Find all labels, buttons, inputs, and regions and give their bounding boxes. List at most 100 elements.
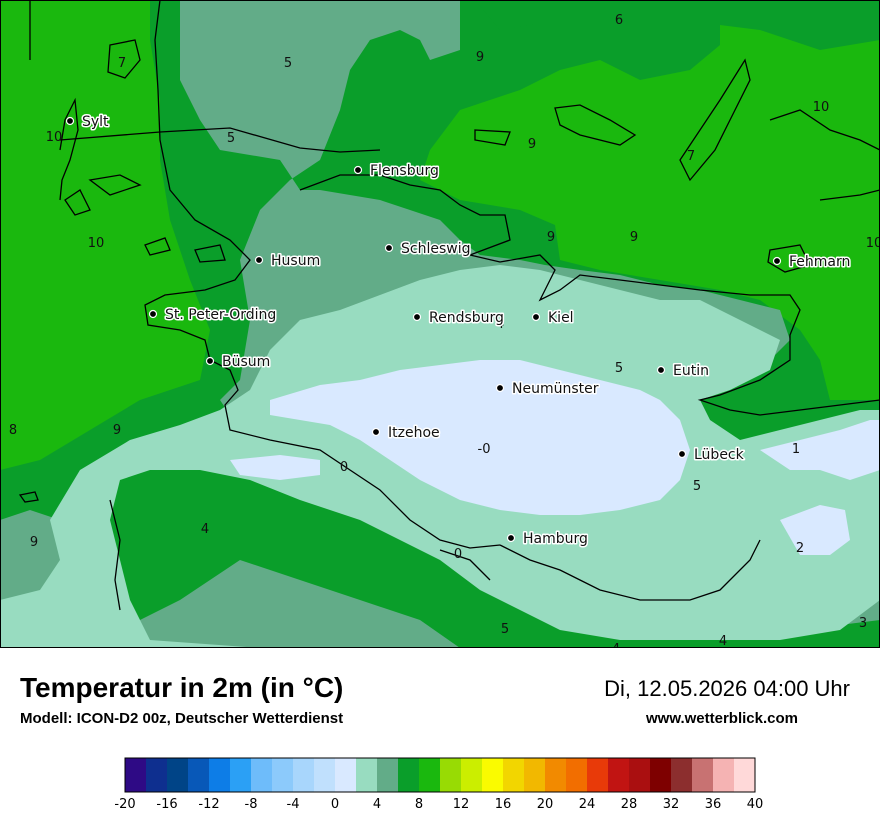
city-label: Kiel <box>548 310 574 326</box>
isotherm-label: 2 <box>796 541 804 556</box>
city-dot <box>531 312 541 322</box>
band-6-8-north <box>475 0 880 50</box>
legend-swatch <box>209 758 231 792</box>
legend-tick-label: -16 <box>156 797 177 812</box>
website-link[interactable]: www.wetterblick.com <box>646 710 798 727</box>
city-label: Sylt <box>82 114 109 130</box>
city-dot <box>371 427 381 437</box>
band-4-6-south <box>120 560 460 648</box>
legend-tick-label: 4 <box>373 797 381 812</box>
city-dot <box>205 356 215 366</box>
legend-swatch <box>587 758 609 792</box>
city-label: Lübeck <box>694 447 745 463</box>
valid-datetime: Di, 12.05.2026 04:00 Uhr <box>604 676 850 701</box>
legend-tick-label: -4 <box>287 797 300 812</box>
isotherm-label: 1 <box>792 442 800 457</box>
city-fehmarn: Fehmarn <box>772 253 852 272</box>
legend-tick-label: -20 <box>114 797 135 812</box>
city-dot <box>353 165 363 175</box>
legend-swatch <box>146 758 168 792</box>
city-dot <box>772 256 782 266</box>
isotherm-label: 9 <box>30 535 38 550</box>
city-husum: Husum <box>254 252 322 271</box>
legend-swatch <box>167 758 189 792</box>
isotherm-label: 8 <box>9 423 17 438</box>
legend-swatch <box>293 758 315 792</box>
isotherm-label: -0 <box>478 442 491 457</box>
city-flensburg: Flensburg <box>353 162 440 181</box>
isotherm-label: 10 <box>88 236 105 251</box>
city-dot <box>506 533 516 543</box>
isotherm-label: 5 <box>693 479 701 494</box>
legend-tick-label: 36 <box>705 797 722 812</box>
band-0-2 <box>270 360 690 515</box>
isotherm-label: 9 <box>547 230 555 245</box>
city-label: Büsum <box>222 354 270 370</box>
legend-swatch <box>398 758 420 792</box>
city-dot <box>656 365 666 375</box>
city-rendsburg: Rendsburg <box>412 309 505 328</box>
city-dot <box>148 309 158 319</box>
isotherm-label: 6 <box>615 13 623 28</box>
legend-tick-label: 28 <box>621 797 638 812</box>
coastline <box>18 0 880 611</box>
city-label: Schleswig <box>401 241 470 257</box>
legend-swatch <box>461 758 483 792</box>
legend-swatch <box>356 758 378 792</box>
band-0-2-sw <box>230 455 320 480</box>
band-0-2-east <box>760 420 880 480</box>
city-itzehoe: Itzehoe <box>371 424 441 443</box>
legend-swatch <box>692 758 714 792</box>
legend-swatch <box>608 758 630 792</box>
isotherm-label: 5 <box>227 131 235 146</box>
isotherm-label: 7 <box>118 56 126 71</box>
legend-frame <box>124 757 756 793</box>
legend-swatch <box>524 758 546 792</box>
legend-swatch <box>188 758 210 792</box>
city-dot <box>412 312 422 322</box>
legend-swatch <box>545 758 567 792</box>
footer: Temperatur in 2m (in °C) Modell: ICON-D2… <box>0 648 880 830</box>
city-hamburg: Hamburg <box>506 530 589 549</box>
band-0-2-se <box>780 505 850 555</box>
city-label: Neumünster <box>512 381 599 397</box>
legend-tick-label: -8 <box>245 797 258 812</box>
city-label: Eutin <box>673 363 709 379</box>
map-title: Temperatur in 2m (in °C) <box>20 672 344 703</box>
legend-tick-label: 8 <box>415 797 423 812</box>
city-dot <box>677 449 687 459</box>
city-b-sum: Büsum <box>205 353 272 372</box>
city-label: Flensburg <box>370 163 439 179</box>
legend-swatch <box>440 758 462 792</box>
city-label: St. Peter-Ording <box>165 307 276 323</box>
city-schleswig: Schleswig <box>384 240 472 259</box>
city-st-peter-ording: St. Peter-Ording <box>148 306 278 325</box>
legend-tick-label: 20 <box>537 797 554 812</box>
city-l-beck: Lübeck <box>677 446 746 465</box>
legend-swatch <box>377 758 399 792</box>
legend-swatch <box>419 758 441 792</box>
isotherm-label: 9 <box>113 423 121 438</box>
legend-swatch <box>251 758 273 792</box>
city-label: Fehmarn <box>789 254 850 270</box>
isotherm-label: 10 <box>866 236 880 251</box>
isotherm-label: 4 <box>612 642 620 648</box>
legend-swatch <box>125 758 147 792</box>
isotherm-label: 5 <box>284 56 292 71</box>
city-markers: Sylt Flensburg Husum Schleswig Fehmarn St. Pe… <box>65 113 852 549</box>
legend-swatch <box>503 758 525 792</box>
isotherm-label: 4 <box>719 634 727 648</box>
legend-swatch <box>629 758 651 792</box>
city-label: Rendsburg <box>429 310 504 326</box>
legend-swatch <box>566 758 588 792</box>
city-eutin: Eutin <box>656 362 710 381</box>
legend-tick-label: 0 <box>331 797 339 812</box>
isotherm-label: 10 <box>813 100 830 115</box>
legend-tick-label: 32 <box>663 797 680 812</box>
legend-swatch <box>713 758 735 792</box>
city-sylt: Sylt <box>65 113 111 132</box>
legend-swatch <box>335 758 357 792</box>
legend-swatch <box>272 758 294 792</box>
